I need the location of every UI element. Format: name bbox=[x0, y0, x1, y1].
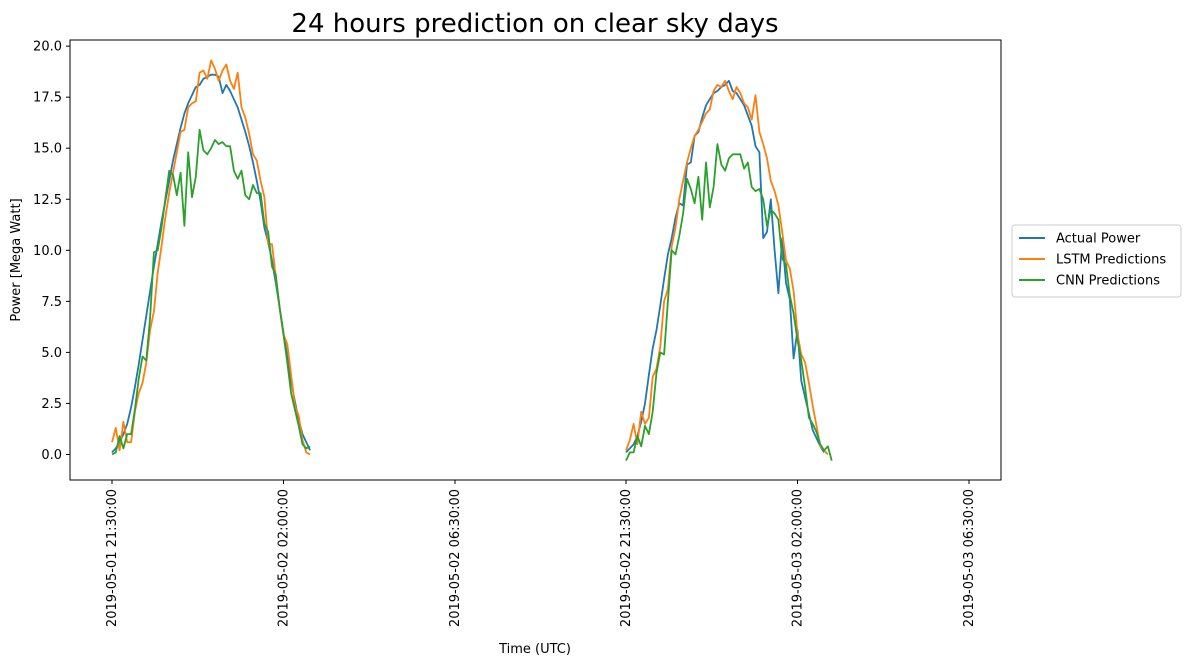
y-tick-label: 7.5 bbox=[41, 295, 62, 310]
y-tick-label: 15.0 bbox=[33, 142, 62, 157]
y-tick-label: 12.5 bbox=[33, 193, 62, 208]
y-tick-label: 5.0 bbox=[41, 346, 62, 361]
legend-box bbox=[1011, 224, 1182, 298]
x-tick-label: 2019-05-03 02:00:00 bbox=[791, 489, 806, 627]
legend-label: Actual Power bbox=[1056, 232, 1141, 247]
series-line-lstm-predictions-day1 bbox=[111, 59, 311, 456]
plot-frame bbox=[69, 39, 1002, 481]
series-line-cnn-predictions-day2 bbox=[625, 143, 833, 461]
legend-label: CNN Predictions bbox=[1056, 274, 1160, 289]
x-axis-label: Time (UTC) bbox=[498, 642, 571, 657]
y-tick-label: 17.5 bbox=[33, 91, 62, 106]
x-tick-label: 2019-05-02 02:00:00 bbox=[277, 489, 292, 627]
legend: Actual Power LSTM Predictions CNN Predicti… bbox=[1011, 224, 1182, 298]
y-tick-label: 2.5 bbox=[41, 397, 62, 412]
y-tick-label: 10.0 bbox=[33, 244, 62, 259]
series-line-cnn-predictions-day1 bbox=[111, 128, 311, 456]
series-line-lstm-predictions-day2 bbox=[625, 79, 829, 456]
x-tick-label: 2019-05-03 06:30:00 bbox=[962, 489, 977, 627]
legend-label: LSTM Predictions bbox=[1056, 253, 1166, 268]
y-tick-label: 20.0 bbox=[33, 40, 62, 55]
series-line-actual-power-day1 bbox=[111, 73, 311, 454]
y-axis: 0.0 2.5 5.0 7.5 10.0 12.5 15.0 17.5 20.0 bbox=[33, 40, 70, 463]
x-tick-label: 2019-05-02 21:30:00 bbox=[619, 489, 634, 627]
x-axis: 2019-05-01 21:30:00 2019-05-02 02:00:00 20… bbox=[105, 480, 977, 627]
series-lines bbox=[111, 59, 833, 461]
y-axis-label: Power [Mega Watt] bbox=[9, 198, 24, 321]
y-tick-label: 0.0 bbox=[41, 448, 62, 463]
x-tick-label: 2019-05-01 21:30:00 bbox=[105, 489, 120, 627]
x-tick-label: 2019-05-02 06:30:00 bbox=[448, 489, 463, 627]
chart-title: 24 hours prediction on clear sky days bbox=[291, 9, 778, 39]
series-line-actual-power-day2 bbox=[625, 79, 825, 454]
